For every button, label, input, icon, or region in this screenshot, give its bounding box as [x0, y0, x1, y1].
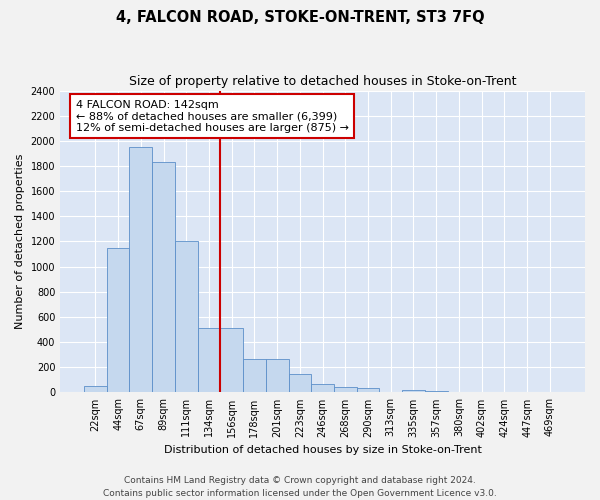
- Bar: [107, 248, 130, 392]
- Y-axis label: Number of detached properties: Number of detached properties: [15, 154, 25, 329]
- Bar: [311, 384, 334, 392]
- Bar: [130, 147, 152, 392]
- Text: Contains HM Land Registry data © Crown copyright and database right 2024.
Contai: Contains HM Land Registry data © Crown c…: [103, 476, 497, 498]
- Bar: [289, 374, 311, 392]
- Bar: [334, 388, 356, 392]
- Bar: [84, 386, 107, 392]
- Bar: [425, 390, 448, 392]
- Bar: [220, 328, 243, 392]
- Text: 4, FALCON ROAD, STOKE-ON-TRENT, ST3 7FQ: 4, FALCON ROAD, STOKE-ON-TRENT, ST3 7FQ: [116, 10, 484, 25]
- Bar: [402, 390, 425, 392]
- Title: Size of property relative to detached houses in Stoke-on-Trent: Size of property relative to detached ho…: [129, 75, 517, 88]
- Bar: [175, 242, 197, 392]
- Text: 4 FALCON ROAD: 142sqm
← 88% of detached houses are smaller (6,399)
12% of semi-d: 4 FALCON ROAD: 142sqm ← 88% of detached …: [76, 100, 349, 133]
- Bar: [197, 328, 220, 392]
- Bar: [243, 359, 266, 392]
- Bar: [152, 162, 175, 392]
- X-axis label: Distribution of detached houses by size in Stoke-on-Trent: Distribution of detached houses by size …: [164, 445, 482, 455]
- Bar: [356, 388, 379, 392]
- Bar: [266, 359, 289, 392]
